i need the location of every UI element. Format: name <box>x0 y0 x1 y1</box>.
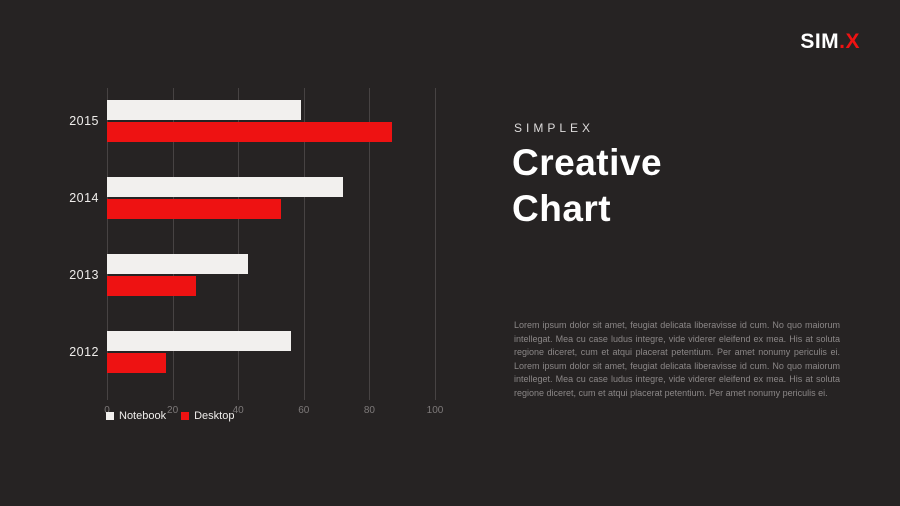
legend-swatch-desktop <box>181 412 190 420</box>
title-line-2: Chart <box>512 187 612 229</box>
bar-desktop-2013 <box>107 276 196 296</box>
bar-chart-plot: 0 20 40 60 80 100 2015 2014 2013 2012 <box>69 88 443 416</box>
legend-label: Notebook <box>119 410 167 422</box>
x-tick-label: 0 <box>104 405 110 416</box>
y-axis-label-2015: 2015 <box>69 114 99 128</box>
x-tick-label: 20 <box>167 405 179 416</box>
x-tick-label: 100 <box>426 405 444 416</box>
x-tick-label: 60 <box>298 405 310 416</box>
title-line-1: Creative <box>512 142 663 183</box>
x-tick-label: 80 <box>363 405 375 416</box>
y-axis-label-2014: 2014 <box>69 191 99 205</box>
gridline-80 <box>369 88 371 400</box>
y-axis-label-2013: 2013 <box>69 268 99 282</box>
page-title: Creative Chart <box>512 140 662 232</box>
x-tick-label: 40 <box>232 405 244 416</box>
legend-swatch-notebook <box>106 412 114 420</box>
bar-desktop-2012 <box>107 353 167 373</box>
logo-text: SIM <box>800 30 840 53</box>
gridline-0 <box>107 88 108 400</box>
bar-notebook-2012 <box>107 331 291 351</box>
gridline-100 <box>435 88 436 400</box>
legend-item-notebook: Notebook <box>106 410 166 422</box>
gridline-60 <box>303 88 305 400</box>
chart-legend: Notebook Desktop <box>106 410 234 422</box>
logo-accent-text: .X <box>839 30 860 53</box>
legend-item-desktop: Desktop <box>181 410 234 422</box>
gridline-40 <box>238 88 240 400</box>
kicker: SIMPLEX <box>514 121 595 135</box>
bar-notebook-2014 <box>107 177 344 197</box>
bar-notebook-2013 <box>107 254 249 274</box>
gridline-20 <box>172 88 174 400</box>
bar-notebook-2015 <box>107 100 301 120</box>
bar-desktop-2014 <box>107 199 281 219</box>
legend-label: Desktop <box>194 410 235 422</box>
bar-desktop-2015 <box>107 122 393 142</box>
body-text: Lorem ipsum dolor sit amet, feugiat deli… <box>514 320 840 398</box>
y-axis-label-2012: 2012 <box>69 345 99 359</box>
logo: SIM.X <box>800 30 860 54</box>
